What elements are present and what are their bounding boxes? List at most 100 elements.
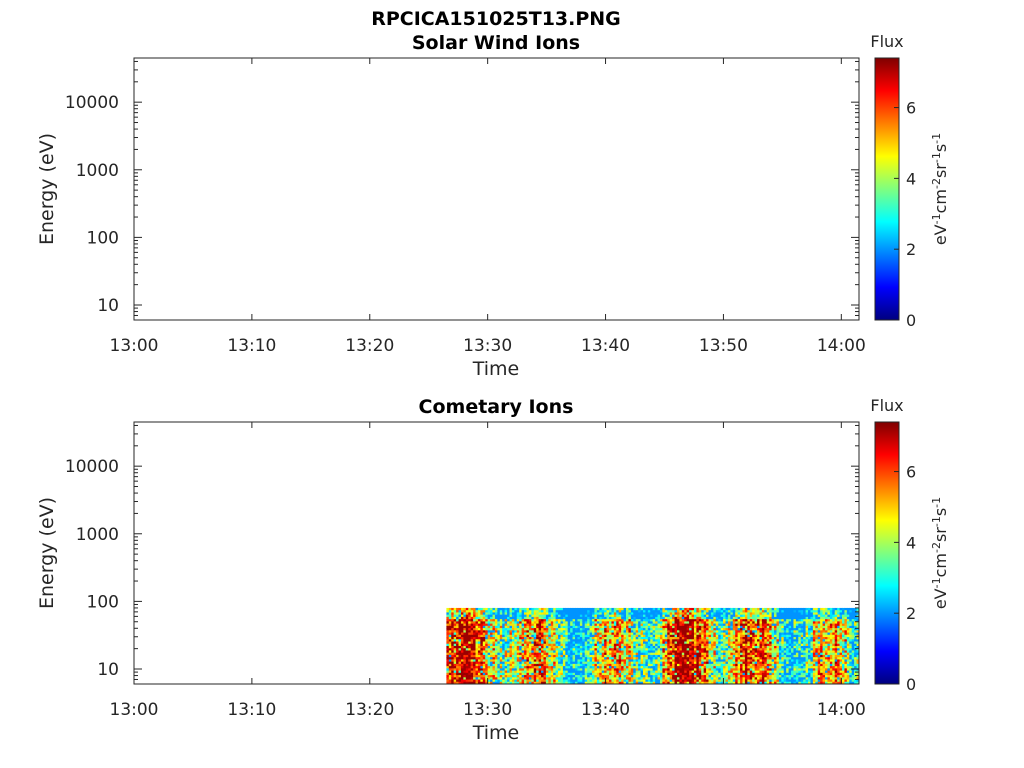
heatmap-cell	[652, 645, 656, 649]
heatmap-cell	[652, 612, 656, 616]
heatmap-cell	[460, 661, 464, 665]
heatmap-cell	[642, 652, 647, 656]
heatmap-cell	[706, 679, 710, 683]
heatmap-cell	[655, 652, 659, 656]
heatmap-cell	[582, 632, 586, 636]
heatmap-cell	[720, 610, 724, 614]
heatmap-cell	[732, 657, 736, 660]
heatmap-cell	[621, 637, 625, 640]
heatmap-cell	[555, 659, 559, 663]
heatmap-cell	[533, 619, 537, 622]
heatmap-cell	[693, 637, 697, 640]
heatmap-cell	[737, 643, 741, 647]
heatmap-cell	[543, 607, 547, 611]
heatmap-cell	[778, 616, 782, 620]
heatmap-cell	[783, 659, 787, 663]
heatmap-cell	[448, 652, 452, 656]
heatmap-cell	[570, 648, 574, 652]
heatmap-cell	[536, 668, 540, 672]
heatmap-cell	[601, 616, 605, 620]
heatmap-cell	[507, 681, 511, 684]
heatmap-cell	[465, 630, 469, 634]
heatmap-cell	[504, 681, 508, 684]
heatmap-cell	[630, 677, 634, 681]
heatmap-cell	[448, 648, 452, 652]
heatmap-cell	[451, 641, 455, 645]
heatmap-cell	[492, 661, 496, 665]
heatmap-cell	[468, 623, 472, 627]
heatmap-cell	[788, 628, 792, 631]
heatmap-cell	[633, 639, 637, 643]
heatmap-cell	[696, 677, 700, 681]
heatmap-cell	[473, 668, 477, 672]
heatmap-cell	[511, 672, 515, 676]
heatmap-cell	[460, 610, 464, 614]
heatmap-cell	[480, 672, 484, 676]
heatmap-cell	[524, 616, 528, 620]
heatmap-cell	[783, 628, 787, 631]
heatmap-cell	[693, 641, 697, 645]
heatmap-cell	[774, 677, 778, 681]
heatmap-cell	[448, 679, 452, 683]
heatmap-cell	[640, 668, 644, 672]
colorbar-title: Flux	[870, 32, 903, 51]
heatmap-cell	[788, 666, 792, 669]
heatmap-cell	[601, 652, 605, 656]
heatmap-cell	[599, 675, 603, 678]
heatmap-cell	[487, 672, 491, 676]
heatmap-cell	[456, 672, 460, 676]
heatmap-cell	[570, 616, 574, 620]
heatmap-cell	[757, 625, 761, 629]
heatmap-cell	[514, 679, 518, 683]
heatmap-cell	[516, 612, 520, 616]
heatmap-cell	[521, 681, 525, 684]
heatmap-cell	[766, 643, 770, 647]
heatmap-cell	[550, 659, 554, 663]
heatmap-cell	[735, 621, 739, 625]
heatmap-cell	[720, 630, 724, 634]
heatmap-cell	[778, 634, 782, 638]
heatmap-cell	[674, 645, 678, 649]
heatmap-cell	[584, 663, 588, 667]
heatmap-cell	[572, 641, 576, 645]
heatmap-cell	[720, 663, 724, 667]
heatmap-cell	[759, 619, 763, 622]
heatmap-cell	[720, 607, 724, 611]
heatmap-cell	[524, 648, 528, 652]
heatmap-cell	[477, 675, 481, 678]
heatmap-cell	[669, 666, 673, 669]
heatmap-cell	[630, 634, 634, 638]
heatmap-cell	[650, 619, 654, 622]
heatmap-cell	[727, 672, 731, 676]
heatmap-cell	[727, 641, 731, 645]
heatmap-cell	[701, 681, 705, 684]
heatmap-cell	[769, 641, 773, 645]
heatmap-cell	[531, 657, 535, 660]
heatmap-cell	[747, 645, 751, 649]
heatmap-cell	[710, 654, 714, 658]
heatmap-cell	[463, 634, 467, 638]
heatmap-cell	[783, 610, 787, 614]
heatmap-cell	[689, 637, 693, 640]
heatmap-cell	[761, 625, 765, 629]
heatmap-cell	[533, 666, 537, 669]
heatmap-cell	[451, 621, 455, 625]
heatmap-cell	[628, 610, 632, 614]
heatmap-cell	[606, 641, 610, 645]
heatmap-cell	[504, 654, 508, 658]
heatmap-cell	[786, 670, 790, 674]
heatmap-cell	[635, 645, 639, 649]
heatmap-cell	[482, 645, 486, 649]
heatmap-cell	[553, 650, 557, 654]
heatmap-cell	[737, 630, 741, 634]
heatmap-cell	[524, 630, 528, 634]
heatmap-cell	[490, 681, 494, 684]
heatmap-cell	[477, 632, 481, 636]
heatmap-cell	[723, 668, 727, 672]
heatmap-cell	[453, 621, 457, 625]
heatmap-cell	[621, 670, 625, 674]
heatmap-cell	[448, 675, 452, 678]
heatmap-cell	[616, 675, 620, 678]
heatmap-cell	[761, 681, 765, 684]
heatmap-cell	[710, 619, 714, 622]
